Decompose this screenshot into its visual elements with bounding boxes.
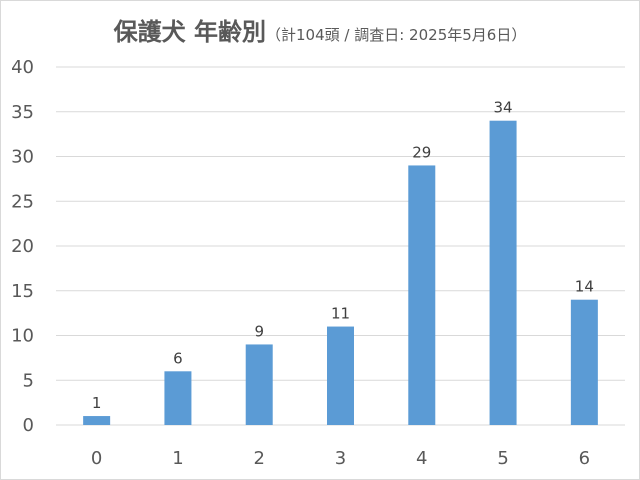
x-tick-label: 2 [253, 448, 264, 469]
data-label: 34 [494, 99, 513, 117]
bar [327, 326, 354, 425]
x-tick-label: 3 [335, 448, 346, 469]
data-label: 11 [331, 305, 350, 323]
data-label: 1 [92, 394, 102, 412]
bar [570, 299, 598, 425]
data-label: 14 [575, 278, 594, 296]
x-axis-ticks: 0 1 2 3 4 5 6 [91, 448, 590, 469]
y-tick-label: 10 [11, 326, 34, 347]
x-tick-label: 5 [497, 448, 508, 469]
y-tick-label: 30 [11, 147, 34, 168]
y-tick-label: 5 [23, 370, 34, 391]
bar [408, 165, 436, 425]
x-tick-label: 1 [172, 448, 183, 469]
data-label: 9 [254, 322, 264, 340]
bar [489, 120, 517, 425]
y-tick-label: 0 [23, 415, 34, 436]
y-tick-label: 15 [11, 281, 34, 302]
data-label: 29 [412, 143, 431, 161]
y-tick-label: 20 [11, 236, 34, 257]
x-tick-label: 6 [579, 448, 590, 469]
y-axis-ticks: 0 5 10 15 20 25 30 35 40 [11, 57, 34, 436]
y-tick-label: 40 [11, 57, 34, 78]
bars [83, 120, 598, 425]
data-labels: 1 6 9 11 29 34 14 [92, 99, 594, 412]
y-tick-label: 35 [11, 102, 34, 123]
data-label: 6 [173, 349, 183, 367]
chart-title: 保護犬 年齢別 [113, 18, 267, 46]
x-tick-label: 0 [91, 448, 102, 469]
bar [164, 371, 192, 425]
gridlines [56, 66, 625, 426]
y-tick-label: 25 [11, 191, 34, 212]
x-tick-label: 4 [416, 448, 427, 469]
chart-subtitle: （計104頭 / 調査日: 2025年5月6日） [266, 26, 527, 44]
bar [245, 344, 273, 425]
chart-title-block: 保護犬 年齢別（計104頭 / 調査日: 2025年5月6日） [0, 12, 640, 47]
bar [83, 416, 111, 425]
